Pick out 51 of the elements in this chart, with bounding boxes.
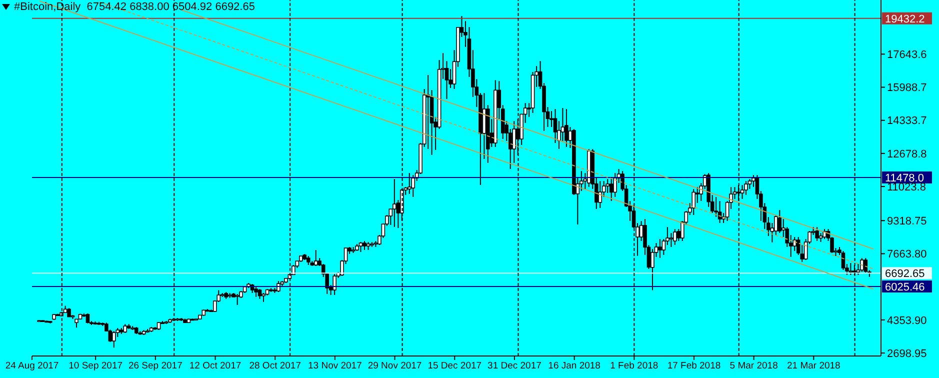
candlestick (254, 286, 258, 298)
candlestick (860, 258, 864, 272)
candlestick (815, 226, 819, 242)
candlestick (332, 274, 336, 296)
x-tick-label: 28 Oct 2017 (249, 360, 301, 372)
candlestick (258, 288, 262, 300)
x-tick-label: 12 Oct 2017 (189, 360, 242, 372)
x-tick-label: 24 Aug 2017 (5, 360, 59, 372)
y-tick-label: 7663.80 (887, 248, 927, 261)
y-tick-label: 12678.8 (887, 148, 927, 160)
x-tick-label: 13 Nov 2017 (308, 360, 362, 372)
x-tick-label: 5 Mar 2018 (730, 360, 778, 372)
candlestick (392, 178, 396, 228)
candlestick (112, 330, 116, 348)
x-tick-label: 21 Mar 2018 (787, 360, 840, 372)
x-tick-label: 10 Sep 2017 (68, 360, 123, 372)
candlestick (598, 180, 602, 208)
x-tick-label: 15 Dec 2017 (428, 360, 482, 372)
y-tick-label: 14333.7 (887, 115, 927, 128)
candlestick (564, 108, 568, 148)
candlestick (235, 294, 240, 306)
candlestick (86, 312, 90, 324)
candlestick (407, 172, 412, 194)
y-tick-label: 9318.75 (887, 216, 927, 228)
candlestick (609, 176, 614, 202)
x-tick-label: 31 Dec 2017 (488, 360, 542, 372)
candlestick (669, 232, 674, 248)
y-tick-label: 4353.90 (887, 314, 927, 327)
y-tick-label: 15988.7 (887, 82, 927, 94)
candlestick (744, 180, 748, 196)
candlestick (778, 210, 782, 234)
candlestick (658, 238, 662, 258)
candlestick (358, 242, 363, 252)
candlestick (822, 228, 826, 240)
candlestick (606, 178, 610, 194)
x-tick-label: 26 Sep 2017 (128, 360, 182, 372)
y-tick-label: 2698.95 (887, 348, 927, 360)
candlestick (848, 262, 853, 276)
x-tick-label: 29 Nov 2017 (368, 360, 422, 372)
ref-line-label: 19432.2 (885, 13, 925, 26)
x-tick-label: 1 Feb 2018 (610, 360, 658, 372)
candlestick (673, 228, 677, 246)
candlestick (314, 250, 318, 266)
ref-line-label: 6025.46 (885, 281, 925, 294)
candlestick (864, 258, 868, 274)
candlestick (692, 188, 696, 216)
x-tick-label: 17 Feb 2018 (667, 360, 721, 372)
x-tick-label: 16 Jan 2018 (548, 360, 600, 372)
y-tick-label: 17643.6 (887, 49, 927, 62)
ref-line-label: 6692.65 (885, 268, 925, 280)
candlestick (613, 172, 617, 198)
